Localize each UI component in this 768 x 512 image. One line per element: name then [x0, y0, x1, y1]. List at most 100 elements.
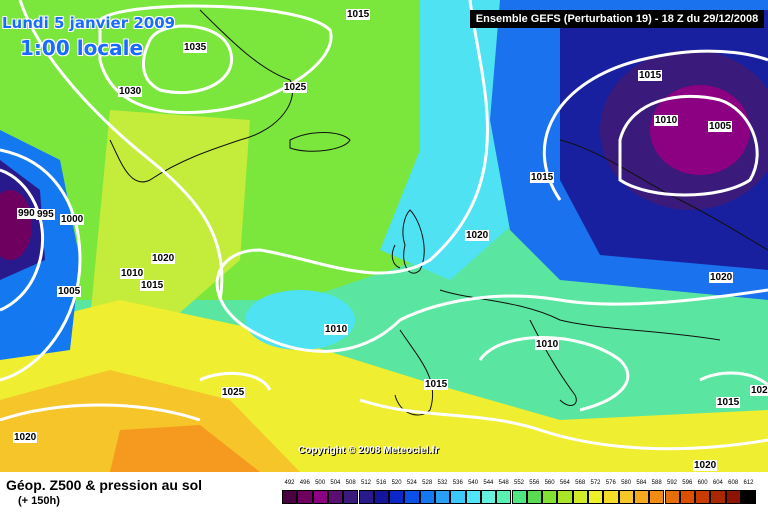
legend-swatch: [404, 490, 420, 504]
legend-value-label: 524: [406, 480, 417, 486]
legend-value-label: 492: [284, 480, 295, 486]
isobar-label: 1020: [709, 272, 734, 283]
isobar-label: 1020: [13, 432, 38, 443]
map-title: Géop. Z500 & pression au sol: [6, 477, 203, 493]
valid-date: Lundi 5 janvier 2009: [2, 14, 176, 32]
legend-value-label: 536: [452, 480, 463, 486]
legend-value-label: 592: [666, 480, 677, 486]
isobar-label: 1000: [60, 214, 85, 225]
run-info-banner: Ensemble GEFS (Perturbation 19) - 18 Z d…: [470, 10, 764, 28]
legend-swatch: [649, 490, 665, 504]
legend-swatch: [297, 490, 313, 504]
isobars: [0, 0, 768, 451]
legend-swatch: [618, 490, 634, 504]
isobar-label: 1005: [708, 121, 733, 132]
isobar-label: 1015: [716, 397, 741, 408]
legend-swatch: [542, 490, 558, 504]
isobar-label: 1015: [530, 172, 555, 183]
legend-value-label: 544: [483, 480, 494, 486]
legend-value-label: 580: [621, 480, 632, 486]
local-time: 1:00 locale: [20, 36, 144, 60]
isobar-label: 1010: [654, 115, 679, 126]
legend-swatch: [511, 490, 527, 504]
isobar-label: 1020: [693, 460, 718, 471]
legend-value-label: 512: [360, 480, 371, 486]
legend-swatch: [664, 490, 680, 504]
forecast-lead-time: (+ 150h): [18, 495, 60, 507]
legend-value-label: 560: [544, 480, 555, 486]
z500-deep-orange-zone: [110, 425, 260, 472]
isobar-label: 1020: [151, 253, 176, 264]
isobar-label: 1015: [424, 379, 449, 390]
legend-value-label: 568: [575, 480, 586, 486]
legend-value-label: 504: [330, 480, 341, 486]
legend-swatch: [633, 490, 650, 504]
isobar-label: 1020: [465, 230, 490, 241]
legend-swatch: [496, 490, 512, 504]
legend-swatch: [480, 490, 497, 504]
isobar-label: 1025: [283, 82, 308, 93]
legend-swatch: [435, 490, 451, 504]
legend-value-label: 552: [513, 480, 524, 486]
map-footer: Géop. Z500 & pression au sol (+ 150h) 49…: [0, 472, 768, 512]
copyright-notice: Copyright © 2008 Meteociel.fr: [298, 445, 439, 456]
legend-value-label: 548: [498, 480, 509, 486]
legend-swatch: [526, 490, 543, 504]
legend-swatch: [343, 490, 359, 504]
legend-value-label: 576: [605, 480, 616, 486]
legend-value-label: 540: [468, 480, 479, 486]
legend-value-label: 572: [590, 480, 601, 486]
legend-value-label: 556: [529, 480, 540, 486]
color-scale-legend: 492 496 500 504 508 512 516 520 524 528 532 536 540 5…: [282, 480, 757, 508]
legend-value-label: 520: [391, 480, 402, 486]
legend-swatch: [282, 490, 298, 504]
legend-value-label: 564: [559, 480, 570, 486]
isobar-label: 1010: [324, 324, 349, 335]
z500-purple-low-west: [0, 190, 32, 260]
isobar-label: 1005: [57, 286, 82, 297]
legend-value-label: 584: [636, 480, 647, 486]
legend-value-label: 600: [697, 480, 708, 486]
isobar-label: 1025: [221, 387, 246, 398]
isobar-label: 1015: [140, 280, 165, 291]
isobar-label: 1015: [346, 9, 371, 20]
z500-cyan-blob: [245, 290, 355, 350]
legend-value-label: 532: [437, 480, 448, 486]
legend-value-label: 608: [728, 480, 739, 486]
legend-value-label: 612: [743, 480, 754, 486]
legend-swatch: [588, 490, 604, 504]
legend-swatch: [603, 490, 619, 504]
legend-value-label: 596: [682, 480, 693, 486]
legend-swatch: [710, 490, 726, 504]
legend-value-label: 588: [651, 480, 662, 486]
legend-swatch: [679, 490, 696, 504]
isobar-label: 990: [17, 208, 36, 219]
legend-swatch: [312, 490, 328, 504]
legend-swatch: [741, 490, 757, 504]
legend-swatch: [450, 490, 466, 504]
isobar-label: 1010: [535, 339, 560, 350]
legend-swatch: [465, 490, 481, 504]
legend-value-label: 604: [712, 480, 723, 486]
isobar-label: 1030: [118, 86, 143, 97]
legend-swatch: [419, 490, 435, 504]
isobar-label: 1035: [183, 42, 208, 53]
z500-magenta-core: [650, 85, 750, 175]
legend-swatch: [695, 490, 711, 504]
legend-swatch: [327, 490, 344, 504]
isobar-label: 1020: [750, 385, 768, 396]
legend-swatch: [389, 490, 405, 504]
legend-value-label: 516: [376, 480, 387, 486]
legend-swatch: [572, 490, 588, 504]
legend-value-label: 500: [315, 480, 326, 486]
legend-swatch: [358, 490, 374, 504]
legend-swatch: [373, 490, 390, 504]
legend-value-label: 496: [299, 480, 310, 486]
isobar-label: 1010: [120, 268, 145, 279]
legend-swatch: [557, 490, 573, 504]
legend-value-label: 528: [422, 480, 433, 486]
legend-swatch: [725, 490, 741, 504]
isobar-label: 995: [36, 209, 55, 220]
isobar-label: 1015: [638, 70, 663, 81]
